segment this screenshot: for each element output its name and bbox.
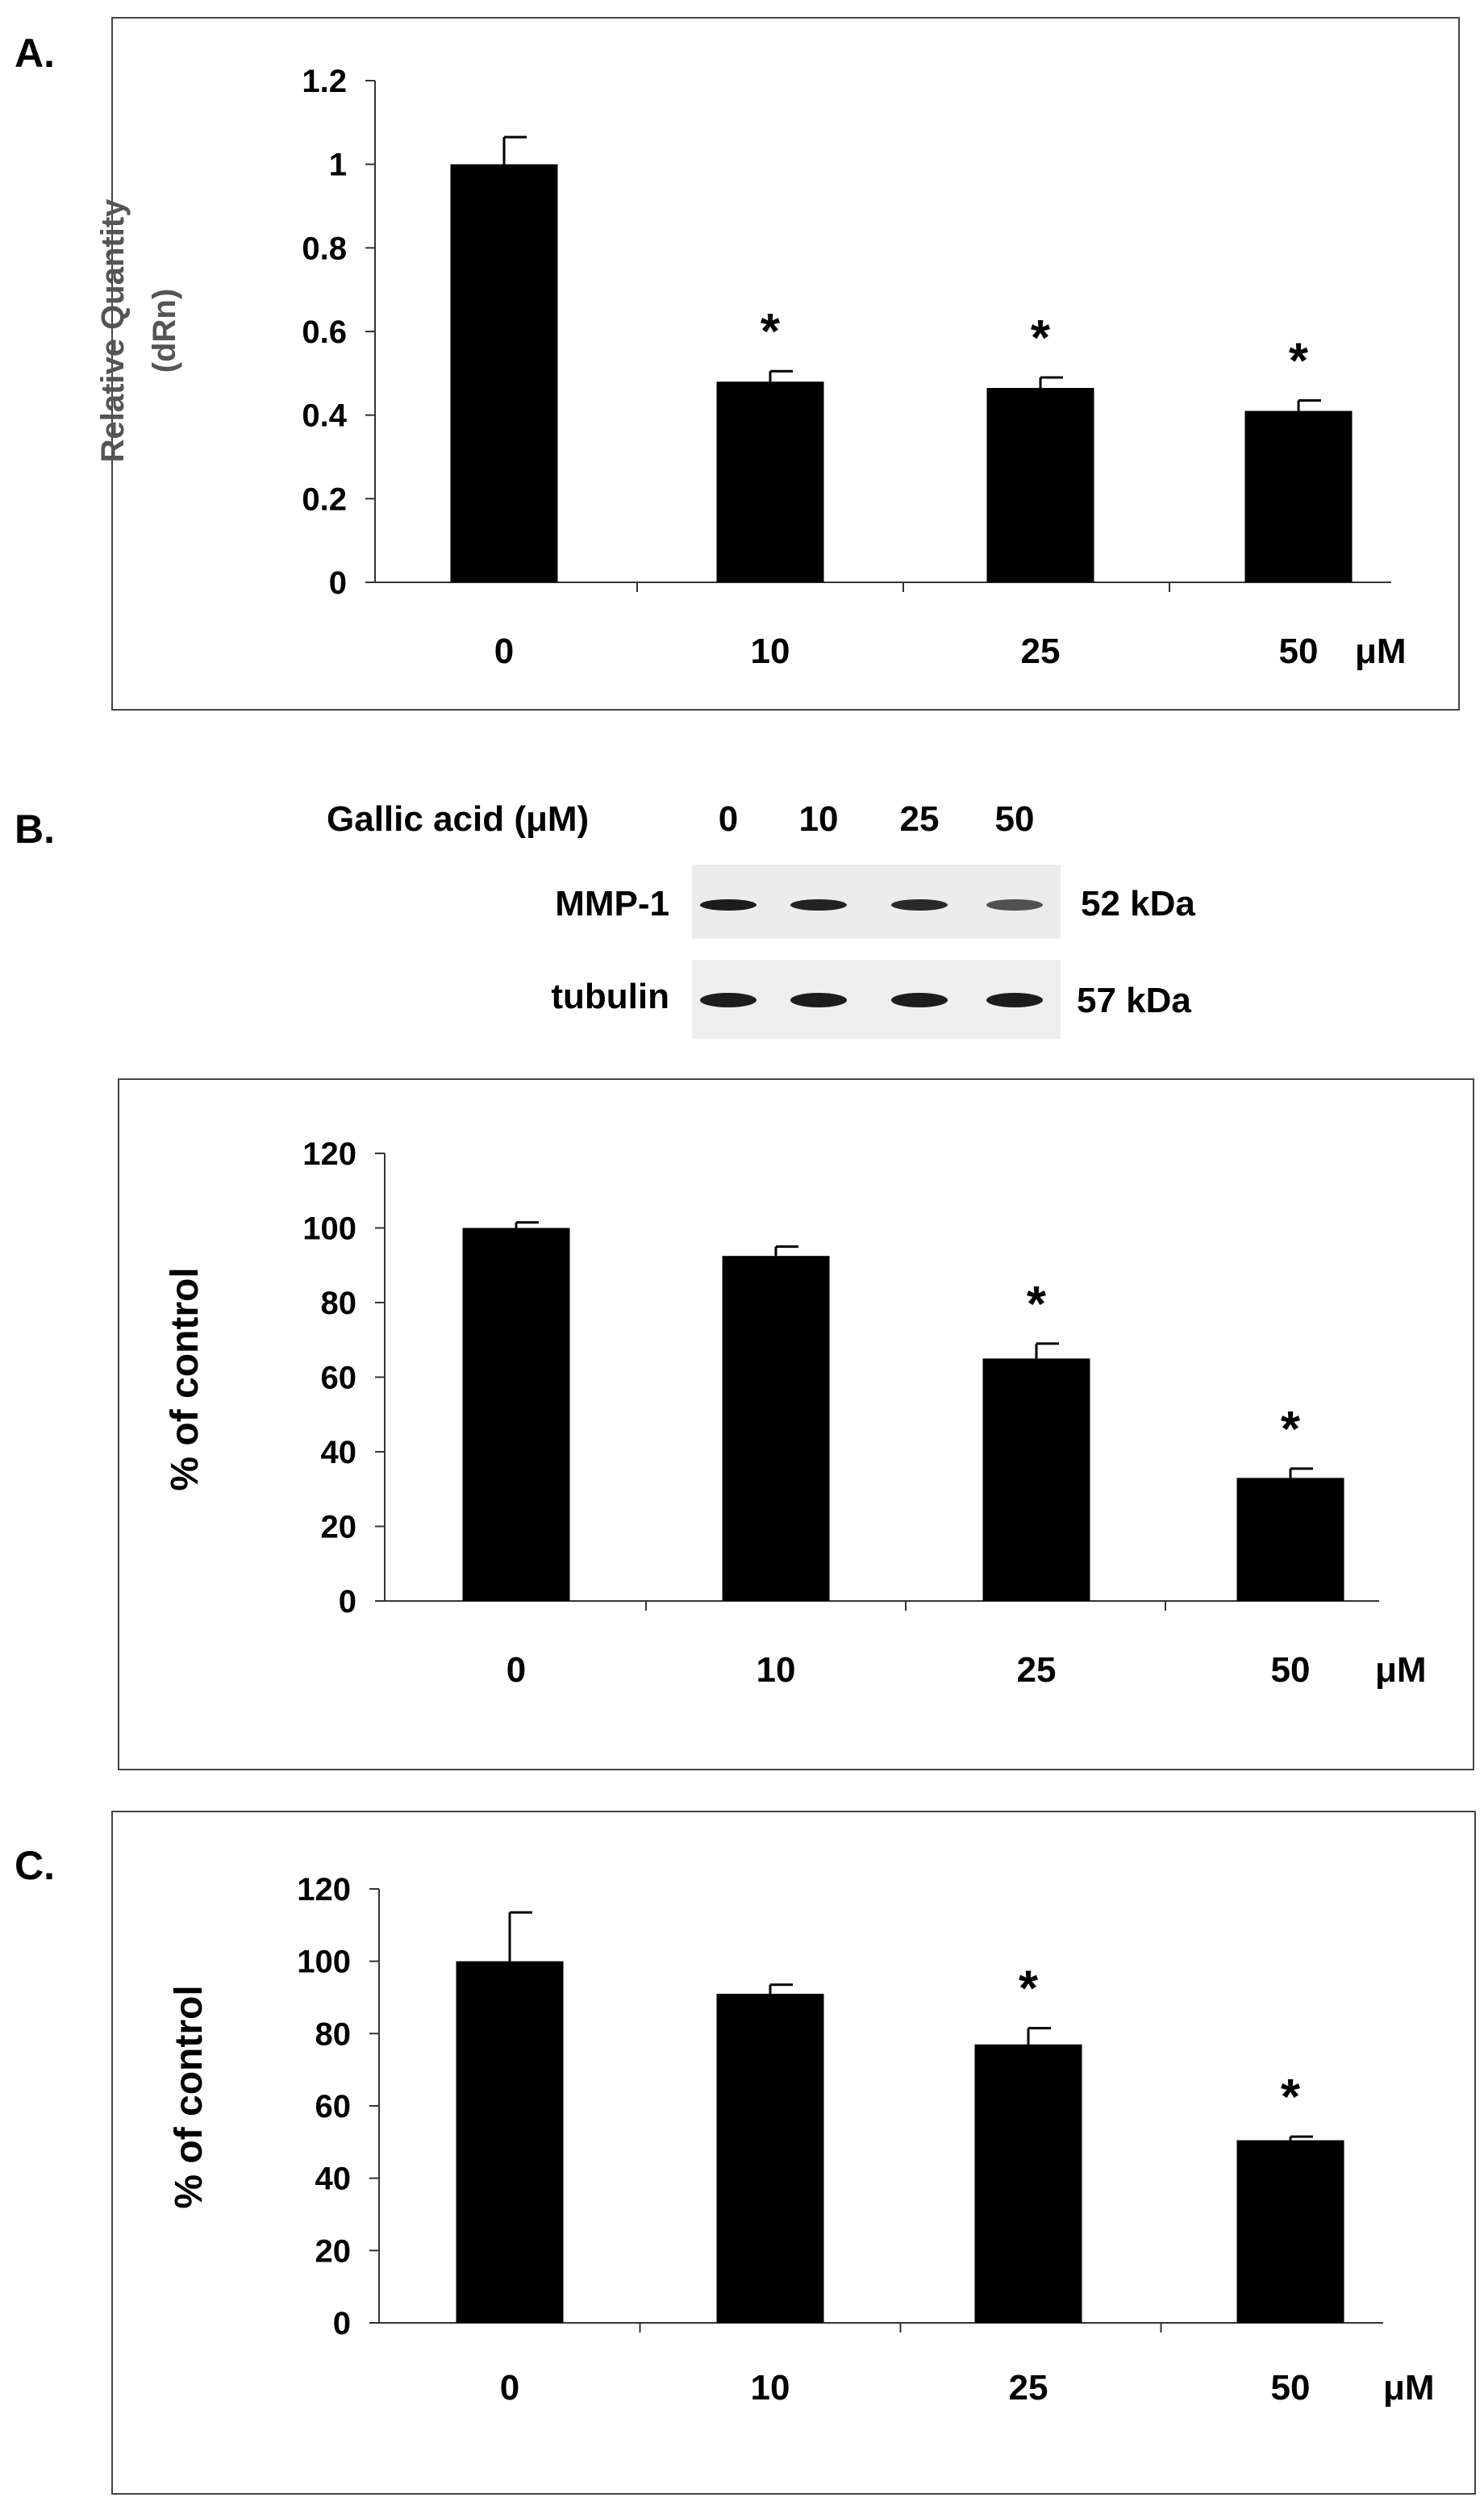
bar (450, 164, 558, 582)
blot-lane-10: 10 (799, 799, 839, 839)
x-category-label: 10 (757, 1650, 796, 1690)
bar (982, 1358, 1090, 1601)
bar (974, 2044, 1082, 2323)
y-tick-label: 0.6 (302, 315, 347, 350)
y-axis-label: (dRn) (147, 289, 182, 373)
significance-mark: * (1281, 2070, 1301, 2125)
bar (986, 387, 1094, 582)
y-tick-label: 20 (321, 1510, 357, 1545)
blot-band (891, 993, 948, 1007)
y-tick-label: 80 (315, 2016, 352, 2052)
x-unit-label: μM (1375, 1650, 1427, 1690)
blot-band (700, 899, 757, 911)
blot-lane-25: 25 (900, 799, 940, 839)
x-category-label: 0 (506, 1650, 526, 1690)
x-unit-label: μM (1355, 632, 1407, 671)
blot-header: Gallic acid (μM) (327, 799, 589, 839)
western-blot: Gallic acid (μM) 0 10 25 50 MMP-1 tubuli… (327, 799, 1195, 1039)
x-unit-label: μM (1383, 2368, 1435, 2408)
y-tick-label: 1 (329, 148, 347, 183)
panel-b-frame (118, 1078, 1474, 1770)
y-axis-label: % of control (164, 1267, 206, 1490)
blot-size-tubulin: 57 kDa (1077, 981, 1191, 1020)
x-category-label: 0 (494, 632, 514, 671)
x-category-label: 10 (751, 2368, 790, 2408)
panel-c-frame (111, 1811, 1476, 2495)
blot-band (700, 993, 757, 1007)
y-tick-label: 0 (329, 565, 347, 601)
x-category-label: 0 (500, 2368, 519, 2408)
y-tick-label: 60 (315, 2089, 352, 2124)
x-category-label: 10 (751, 632, 790, 671)
y-tick-label: 80 (321, 1286, 357, 1321)
y-tick-label: 0 (333, 2306, 351, 2341)
bar (716, 1994, 824, 2323)
panel-a-frame (111, 17, 1460, 711)
significance-mark: * (1031, 311, 1051, 366)
y-tick-label: 0.8 (302, 231, 347, 266)
chart-b: 0 20 40 60 80 100 120 0 10 * 25 * 50 μM % of control (164, 1136, 1427, 1690)
panel-label-c: C. (15, 1843, 55, 1888)
panel-label-b: B. (15, 807, 55, 852)
chart-c: 0 20 40 60 80 100 120 0 10 * 25 * 50 μM % of control (168, 1872, 1435, 2408)
x-category-label: 25 (1021, 632, 1061, 671)
blot-lane-50: 50 (995, 799, 1035, 839)
significance-mark: * (1019, 1962, 1039, 2017)
y-tick-label: 120 (302, 1136, 356, 1172)
y-tick-label: 0.2 (302, 482, 347, 517)
bar (1236, 2140, 1344, 2323)
bar (716, 381, 824, 582)
blot-band (986, 993, 1043, 1007)
blot-band (790, 899, 847, 911)
x-category-label: 25 (1009, 2368, 1048, 2408)
blot-bands (700, 899, 1043, 1007)
y-tick-label: 40 (321, 1435, 357, 1470)
blot-band (986, 899, 1043, 911)
y-tick-label: 0 (339, 1584, 356, 1620)
bar (462, 1228, 570, 1601)
blot-lane-0: 0 (719, 799, 738, 839)
significance-mark: * (1289, 334, 1309, 390)
y-tick-label: 120 (297, 1872, 351, 1907)
y-tick-label: 1.2 (302, 64, 347, 99)
y-tick-label: 100 (302, 1211, 356, 1247)
blot-size-mmp1: 52 kDa (1081, 884, 1195, 923)
blot-row-label-tubulin: tubulin (551, 977, 669, 1016)
x-category-label: 25 (1017, 1650, 1057, 1690)
y-tick-label: 20 (315, 2233, 352, 2269)
panel-label-a: A. (15, 31, 55, 76)
significance-mark: * (761, 304, 781, 360)
y-axis-label: Relative Quantity (95, 198, 131, 463)
bar (456, 1961, 564, 2323)
bar (1236, 1478, 1344, 1601)
blot-band (891, 899, 948, 911)
x-category-label: 50 (1271, 1650, 1311, 1690)
bar (722, 1256, 830, 1601)
y-tick-label: 100 (297, 1945, 351, 1980)
significance-mark: * (1281, 1402, 1301, 1457)
bar (1244, 411, 1353, 582)
significance-mark: * (1027, 1277, 1047, 1332)
y-axis-label: % of control (168, 1985, 211, 2208)
chart-a: 0 0.2 0.4 0.6 0.8 1 1.2 0 * 10 * 25 * 50 μM Relative Qu… (95, 64, 1407, 671)
y-tick-label: 0.4 (302, 398, 347, 434)
y-tick-label: 60 (321, 1361, 357, 1396)
x-category-label: 50 (1279, 632, 1319, 671)
x-category-label: 50 (1271, 2368, 1311, 2408)
blot-row-label-mmp1: MMP-1 (555, 884, 669, 923)
blot-band (790, 993, 847, 1007)
y-tick-label: 40 (315, 2162, 352, 2197)
